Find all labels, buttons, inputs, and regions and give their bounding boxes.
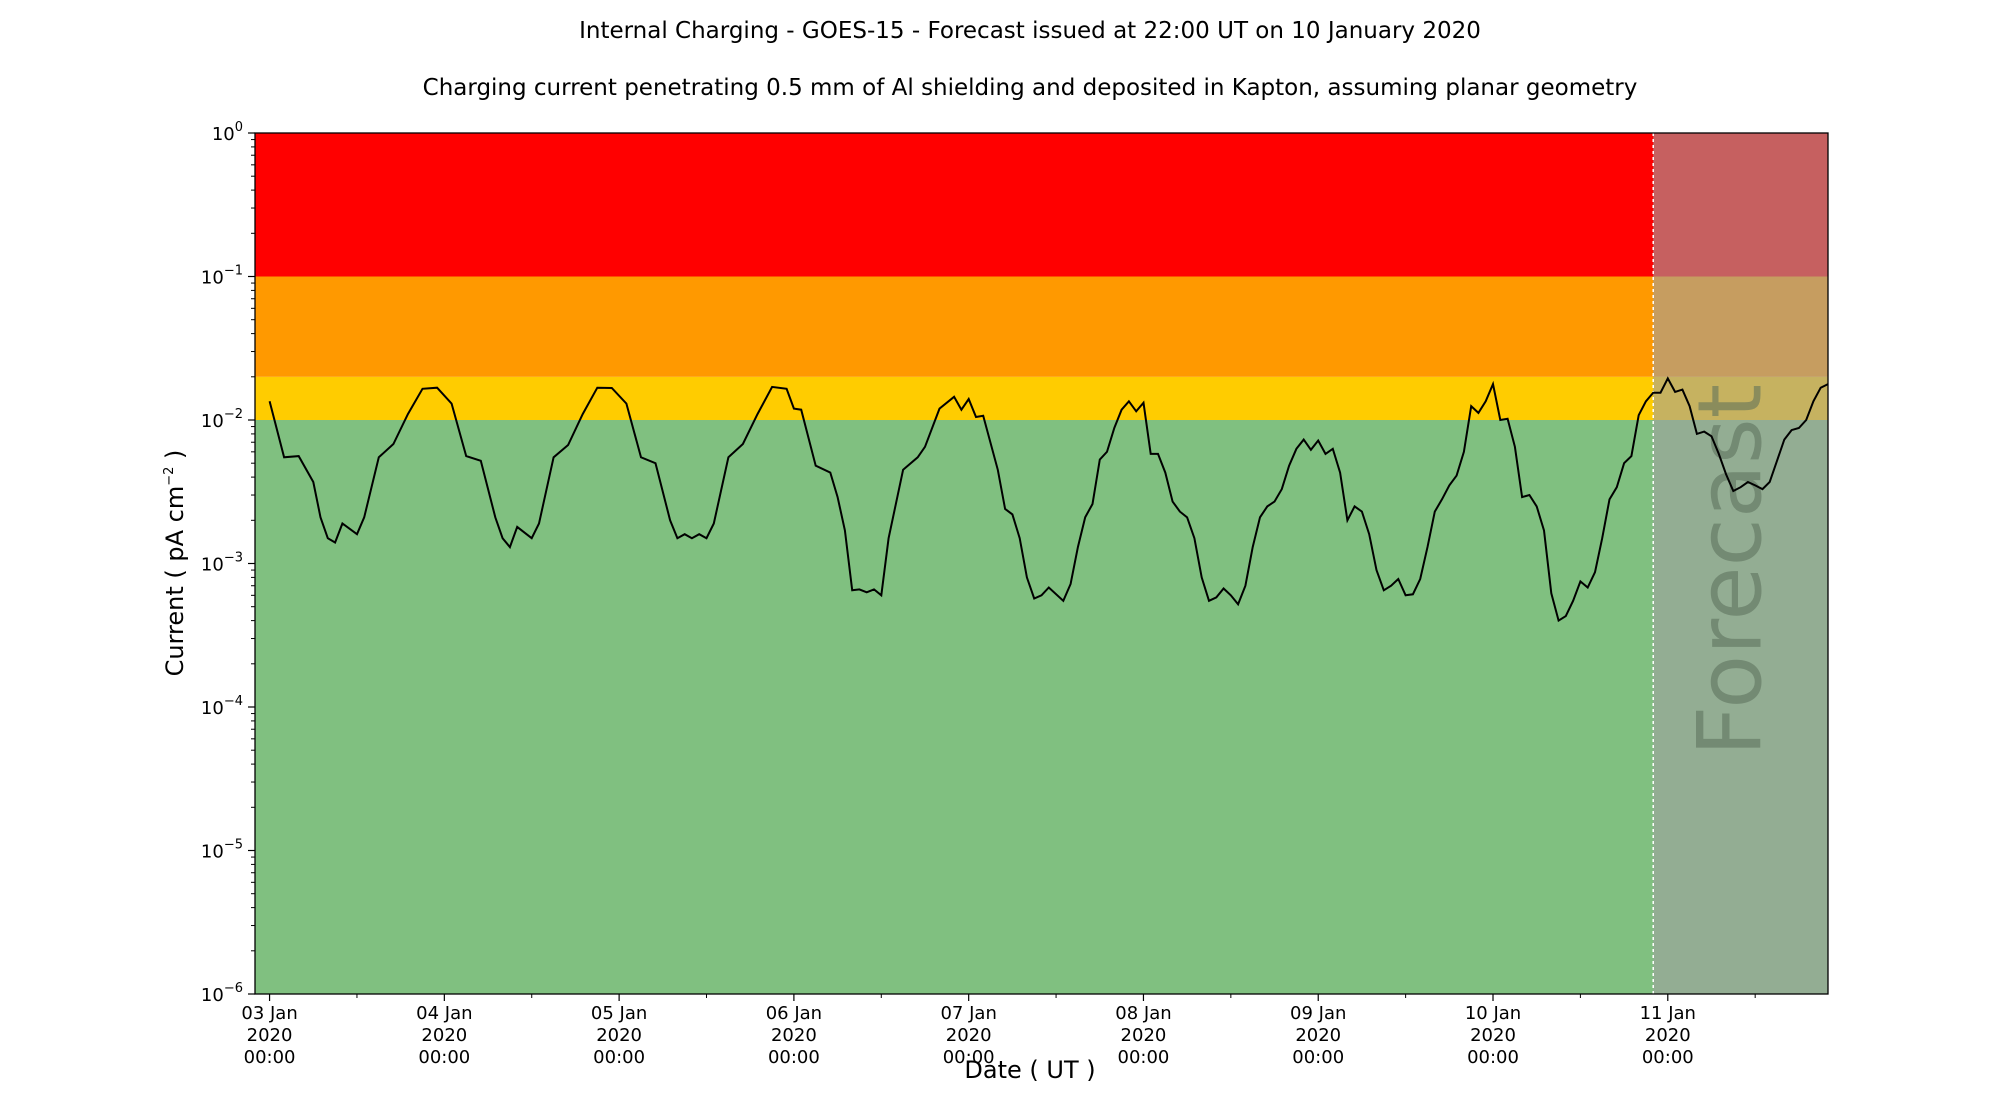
x-tick-label: 00:00: [1467, 1047, 1519, 1068]
y-tick-base: 10: [201, 411, 224, 432]
x-tick-label: 2020: [247, 1025, 293, 1046]
band-2: [255, 276, 1828, 377]
chart-subtitle: Charging current penetrating 0.5 mm of A…: [423, 75, 1638, 101]
y-axis-label-close: ): [161, 450, 189, 467]
y-tick-base: 10: [201, 555, 224, 576]
y-tick-label: 10−4: [201, 694, 243, 719]
y-axis-label-exponent: −2: [162, 467, 177, 486]
x-tick-label: 06 Jan: [766, 1003, 822, 1024]
x-tick-label: 05 Jan: [591, 1003, 647, 1024]
x-tick-label: 2020: [946, 1025, 992, 1046]
x-tick-label: 00:00: [418, 1047, 470, 1068]
current-series-line: [268, 376, 1829, 623]
x-tick-label: 2020: [1645, 1025, 1691, 1046]
x-tick-label: 00:00: [1642, 1047, 1694, 1068]
y-tick-base: 10: [201, 842, 224, 863]
forecast-region: [1653, 133, 1828, 994]
x-tick-label: 08 Jan: [1115, 1003, 1171, 1024]
x-axis-label: Date ( UT ): [964, 1056, 1095, 1084]
x-tick-label: 00:00: [1292, 1047, 1344, 1068]
threshold-bands: [255, 133, 1828, 994]
y-axis-label: Current ( pA cm−2 ): [161, 450, 189, 677]
x-tick-label: 11 Jan: [1640, 1003, 1696, 1024]
y-axis-label-main: Current ( pA cm: [161, 486, 189, 677]
plot-area: Forecast: [254, 132, 1829, 995]
x-tick-label: 10 Jan: [1465, 1003, 1521, 1024]
y-tick-label: 10−5: [201, 838, 243, 863]
y-tick-exponent: −2: [224, 407, 243, 422]
y-tick-label: 10−2: [201, 407, 243, 432]
y-tick-label: 10−1: [201, 264, 243, 289]
x-tick-label: 2020: [1470, 1025, 1516, 1046]
band-0: [255, 420, 1828, 994]
y-tick-base: 10: [212, 124, 235, 145]
x-tick-label: 09 Jan: [1290, 1003, 1346, 1024]
y-tick-base: 10: [201, 698, 224, 719]
y-tick-exponent: −4: [224, 694, 243, 709]
chart-title: Internal Charging - GOES-15 - Forecast i…: [579, 18, 1481, 44]
x-tick-label: 2020: [1295, 1025, 1341, 1046]
x-tick-label: 00:00: [768, 1047, 820, 1068]
x-tick-label: 04 Jan: [416, 1003, 472, 1024]
x-tick-label: 03 Jan: [241, 1003, 297, 1024]
x-tick-label: 2020: [1121, 1025, 1167, 1046]
x-tick-label: 2020: [771, 1025, 817, 1046]
y-tick-label: 100: [212, 120, 243, 145]
y-tick-exponent: −5: [224, 838, 243, 853]
y-tick-exponent: −6: [224, 981, 243, 996]
x-tick-label: 00:00: [943, 1047, 995, 1068]
y-tick-base: 10: [201, 268, 224, 289]
y-tick-label: 10−6: [201, 981, 243, 1006]
band-3: [255, 133, 1828, 277]
forecast-label: Forecast: [1679, 384, 1782, 756]
x-tick-label: 07 Jan: [940, 1003, 996, 1024]
band-1: [255, 376, 1828, 420]
x-tick-label: 2020: [421, 1025, 467, 1046]
y-tick-base: 10: [201, 985, 224, 1006]
x-tick-label: 00:00: [593, 1047, 645, 1068]
y-tick-label: 10−3: [201, 551, 243, 576]
y-tick-exponent: 0: [235, 120, 243, 135]
x-tick-label: 00:00: [244, 1047, 296, 1068]
x-tick-label: 2020: [596, 1025, 642, 1046]
x-tick-label: 00:00: [1118, 1047, 1170, 1068]
y-tick-exponent: −3: [224, 551, 243, 566]
y-tick-exponent: −1: [224, 264, 243, 279]
